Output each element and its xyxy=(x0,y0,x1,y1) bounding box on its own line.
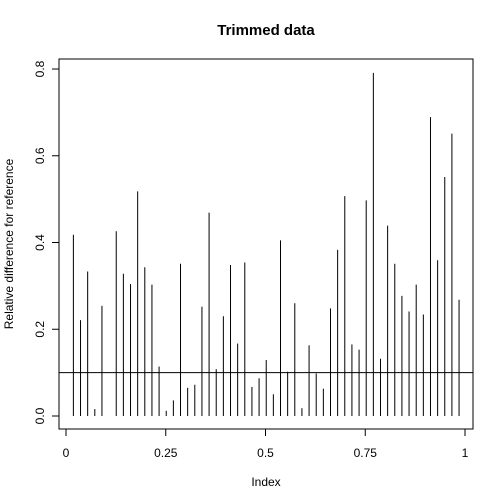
data-lines xyxy=(72,72,460,416)
x-tick-label: 0.25 xyxy=(154,446,178,460)
y-axis: 0.0 0.2 0.4 0.6 0.8 xyxy=(33,60,60,424)
x-axis: 0 0.25 0.5 0.75 1 xyxy=(63,428,469,460)
y-tick-label: 0.4 xyxy=(33,234,47,251)
y-tick-label: 0.2 xyxy=(33,321,47,338)
x-tick-label: 1 xyxy=(462,446,469,460)
x-axis-label: Index xyxy=(251,475,280,489)
y-tick-label: 0.8 xyxy=(33,60,47,77)
x-tick-label: 0.75 xyxy=(354,446,378,460)
y-tick-label: 0.0 xyxy=(33,407,47,424)
x-tick-label: 0 xyxy=(63,446,70,460)
x-tick-label: 0.5 xyxy=(257,446,274,460)
y-tick-label: 0.6 xyxy=(33,147,47,164)
y-axis-label: Relative difference for reference xyxy=(2,158,16,329)
chart-title: Trimmed data xyxy=(217,22,315,39)
